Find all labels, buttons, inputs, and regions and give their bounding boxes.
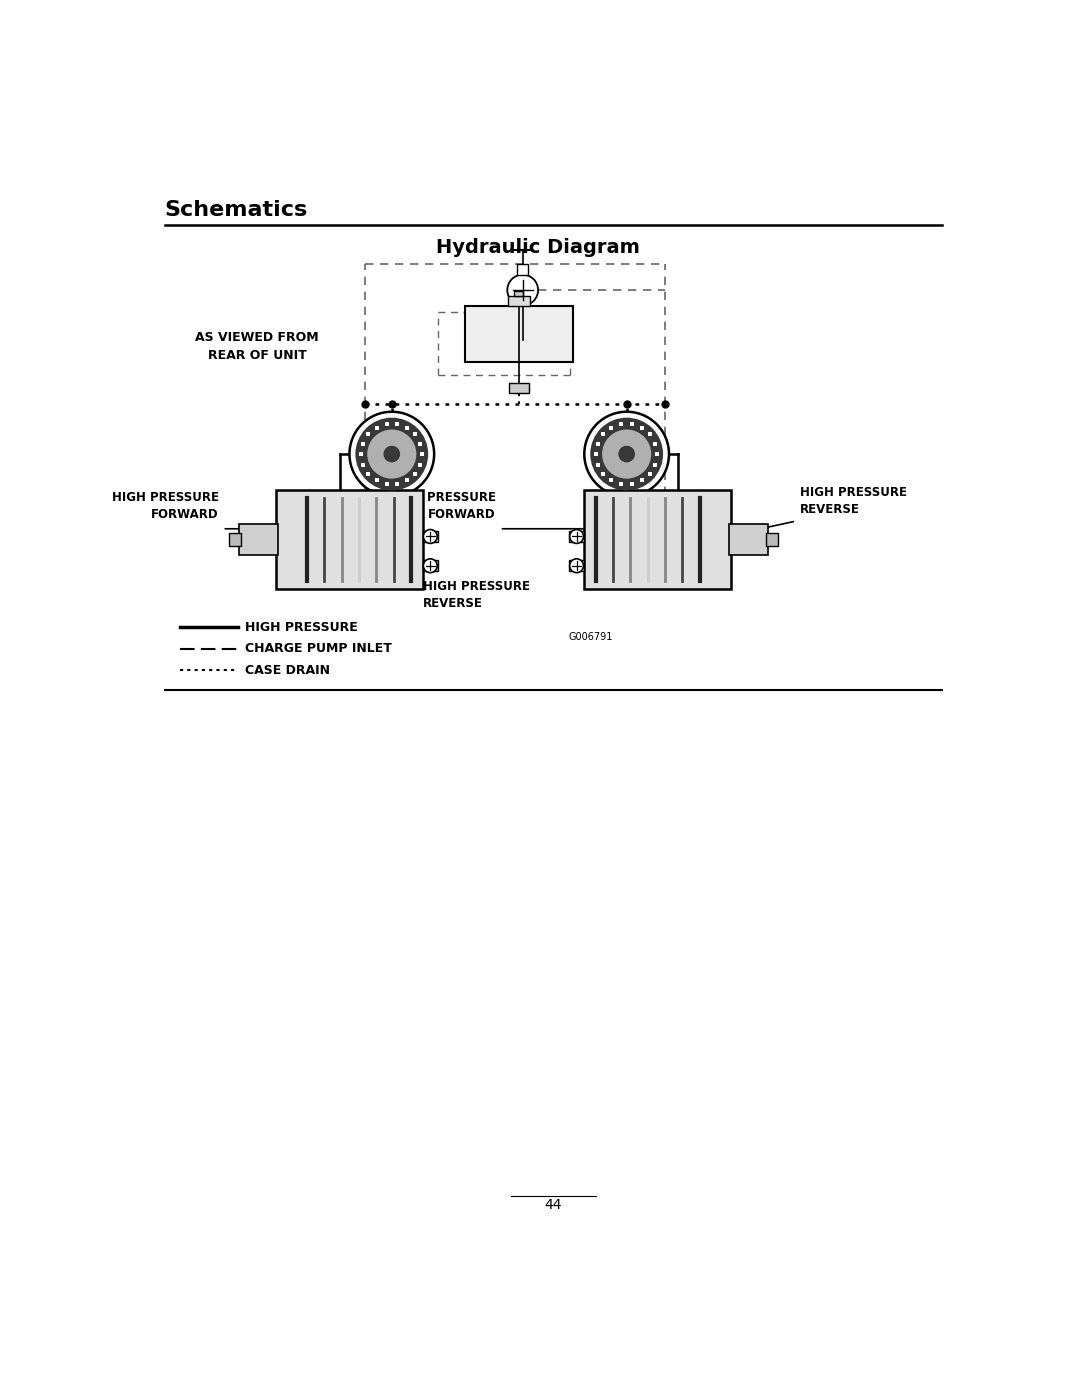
Bar — [514, 291, 524, 296]
Bar — [229, 532, 241, 546]
Bar — [517, 264, 528, 275]
Text: CHARGE PUMP INLET: CHARGE PUMP INLET — [245, 643, 392, 655]
Circle shape — [367, 429, 417, 479]
Circle shape — [508, 275, 538, 306]
Text: HIGH PRESSURE
FORWARD: HIGH PRESSURE FORWARD — [389, 492, 496, 521]
Bar — [465, 306, 572, 362]
Bar — [584, 490, 730, 588]
Bar — [729, 524, 768, 555]
Circle shape — [569, 559, 583, 573]
Text: HIGH PRESSURE: HIGH PRESSURE — [245, 620, 359, 634]
Bar — [569, 560, 584, 571]
Text: Hydraulic Diagram: Hydraulic Diagram — [436, 239, 640, 257]
Bar — [422, 560, 438, 571]
Text: HIGH PRESSURE
REVERSE: HIGH PRESSURE REVERSE — [800, 486, 907, 515]
Circle shape — [619, 447, 634, 461]
Bar — [422, 531, 438, 542]
Circle shape — [423, 559, 437, 573]
Circle shape — [584, 412, 669, 496]
Bar — [509, 383, 529, 393]
Text: G006791: G006791 — [569, 631, 613, 641]
Circle shape — [569, 529, 583, 543]
Bar — [766, 532, 779, 546]
Circle shape — [591, 418, 663, 490]
Text: HIGH PRESSURE
FORWARD: HIGH PRESSURE FORWARD — [111, 492, 218, 521]
Bar — [276, 490, 422, 588]
Text: 44: 44 — [544, 1197, 563, 1211]
Bar — [508, 296, 529, 306]
Text: AS VIEWED FROM
REAR OF UNIT: AS VIEWED FROM REAR OF UNIT — [195, 331, 319, 362]
Circle shape — [350, 412, 434, 496]
Circle shape — [602, 429, 651, 479]
Bar — [240, 524, 278, 555]
Text: Schematics: Schematics — [164, 200, 308, 219]
Text: CASE DRAIN: CASE DRAIN — [245, 664, 330, 678]
Circle shape — [423, 529, 437, 543]
Bar — [569, 531, 584, 542]
Circle shape — [384, 447, 400, 461]
Text: HIGH PRESSURE
REVERSE: HIGH PRESSURE REVERSE — [422, 580, 529, 609]
Circle shape — [355, 418, 429, 490]
